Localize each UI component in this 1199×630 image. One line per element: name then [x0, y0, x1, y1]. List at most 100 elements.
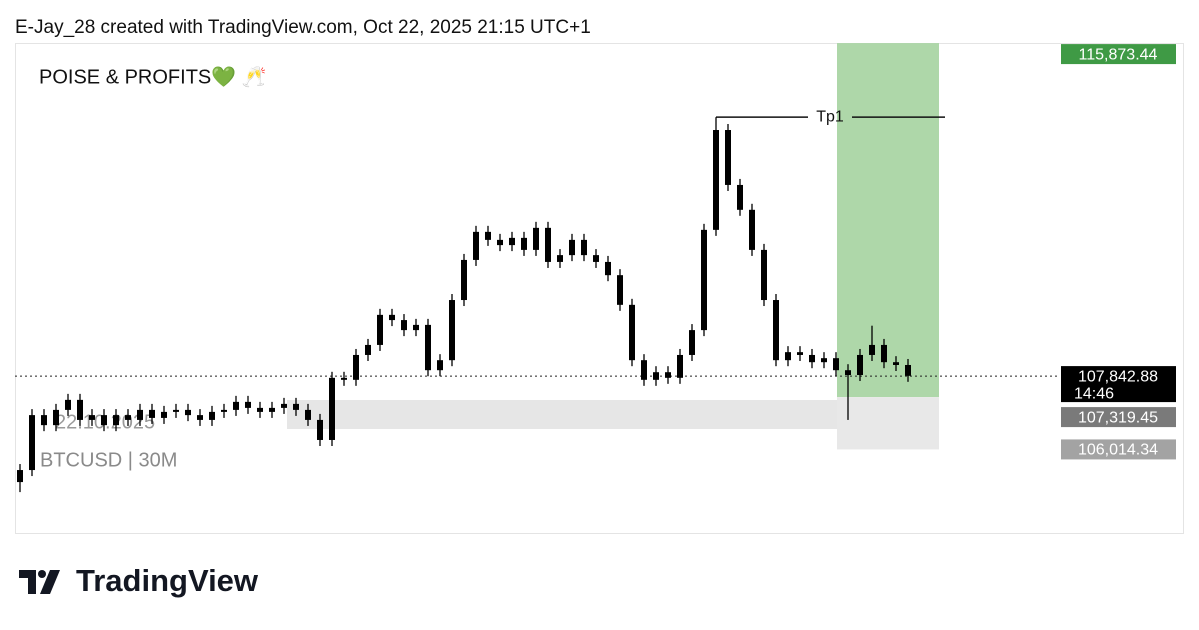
price-label: 106,014.34: [1078, 442, 1158, 459]
chart-title: POISE & PROFITS💚 🥂: [39, 65, 267, 88]
candle-body: [185, 409, 191, 416]
candle-body: [653, 372, 659, 380]
candle-body: [665, 372, 671, 378]
candle-body: [77, 399, 83, 420]
symbol: BTCUSD | 30M: [40, 449, 177, 471]
candle-body: [605, 261, 611, 276]
candle-body: [113, 415, 119, 426]
candle-body: [617, 275, 623, 305]
candle-body: [869, 344, 875, 355]
candle-body: [245, 401, 251, 408]
candle-body: [821, 358, 827, 363]
candle-body: [785, 352, 791, 361]
price-label: 115,873.44: [1079, 46, 1158, 63]
candle-body: [905, 364, 911, 376]
candle-body: [761, 249, 767, 301]
candle-body: [341, 377, 347, 380]
candle-body: [473, 231, 479, 260]
candle-body: [413, 324, 419, 331]
support-zone: [287, 400, 862, 429]
candle-body: [53, 409, 59, 426]
candle-body: [137, 409, 143, 420]
candle-body: [857, 354, 863, 376]
price-label-box: [1061, 44, 1176, 65]
candle-body: [353, 354, 359, 380]
stop-zone: [837, 397, 939, 450]
chart-frame: [15, 43, 1184, 534]
candle-body: [689, 330, 695, 355]
price-label-box: [1061, 407, 1176, 428]
candle-body: [197, 415, 203, 420]
candle-body: [677, 354, 683, 378]
candle-body: [701, 229, 707, 331]
candle-body: [533, 227, 539, 250]
logo-mark: [19, 570, 36, 594]
logo-mark: [40, 570, 60, 594]
candle-body: [221, 409, 227, 412]
candle-body: [581, 239, 587, 256]
candle-body: [101, 415, 107, 426]
logo: TradingView: [19, 563, 259, 598]
candle-body: [209, 411, 215, 420]
logo-mark: [38, 570, 46, 578]
candle-body: [773, 300, 779, 361]
candle-body: [89, 415, 95, 420]
candle-body: [29, 415, 35, 471]
candle-body: [893, 362, 899, 365]
candle-body: [65, 399, 71, 410]
candle-body: [377, 314, 383, 345]
candle-body: [365, 344, 371, 355]
candle-body: [845, 370, 851, 376]
candle-body: [881, 344, 887, 363]
candle-body: [317, 419, 323, 440]
candle-body: [269, 407, 275, 412]
candle-body: [557, 255, 563, 262]
price-label-box: [1061, 439, 1176, 460]
candle-body: [713, 130, 719, 230]
candle-body: [833, 358, 839, 371]
candle-body: [809, 354, 815, 363]
candle-body: [461, 259, 467, 301]
candle-body: [485, 231, 491, 240]
candle-body: [509, 237, 515, 246]
zones: [287, 43, 939, 450]
price-label: 107,842.88: [1078, 368, 1158, 385]
candle-body: [125, 415, 131, 420]
candle-body: [593, 255, 599, 262]
candle-body: [149, 409, 155, 418]
header: E-Jay_28 created with TradingView.com, O…: [15, 17, 591, 38]
price-label-box: [1061, 366, 1176, 403]
candle-body: [569, 239, 575, 256]
candle-body: [305, 409, 311, 420]
candle-body: [389, 314, 395, 321]
candle-body: [173, 409, 179, 412]
logo-text: TradingView: [76, 563, 259, 598]
candle-body: [329, 377, 335, 440]
tp-label: Tp1: [816, 108, 844, 125]
price-label: 107,319.45: [1078, 409, 1158, 426]
candle-body: [401, 320, 407, 331]
candle-body: [425, 324, 431, 371]
candle-body: [449, 300, 455, 361]
candle-body: [749, 209, 755, 250]
candle-body: [161, 411, 167, 418]
candle-body: [497, 239, 503, 246]
candle-body: [545, 227, 551, 262]
candle-body: [281, 403, 287, 408]
candle-body: [737, 184, 743, 210]
candle-body: [641, 360, 647, 380]
candle-body: [233, 401, 239, 410]
target-zone: [837, 43, 939, 398]
candle-body: [41, 415, 47, 426]
candle-body: [293, 403, 299, 410]
candle-body: [257, 407, 263, 412]
countdown: 14:46: [1074, 385, 1114, 402]
candle-body: [17, 470, 23, 483]
candle-body: [725, 130, 731, 185]
candle-body: [521, 237, 527, 250]
candle-body: [629, 304, 635, 361]
candle-body: [797, 352, 803, 355]
candle-body: [437, 360, 443, 371]
